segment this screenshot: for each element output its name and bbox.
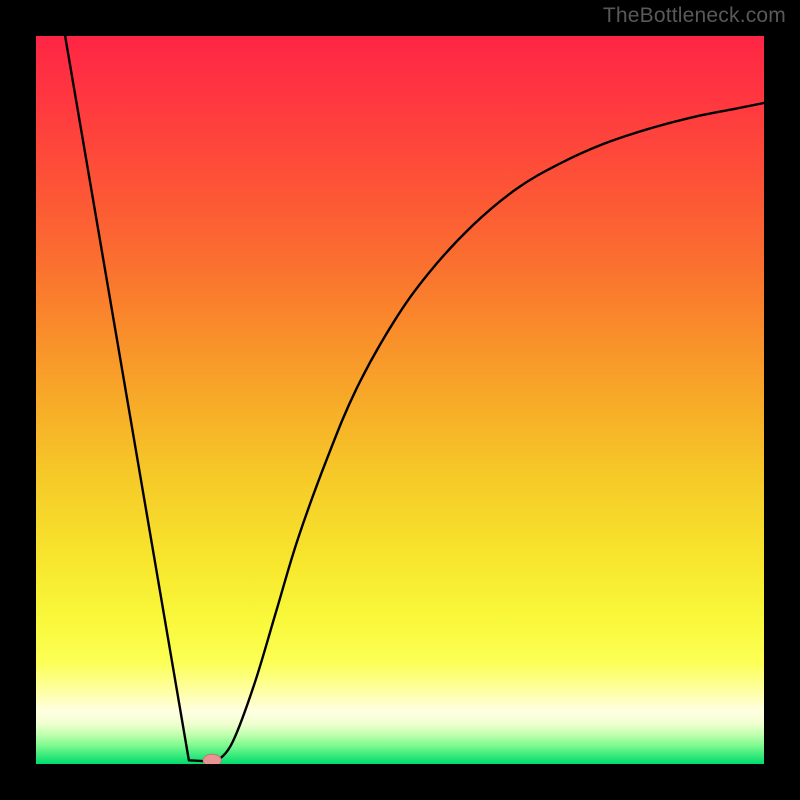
plot-background — [36, 36, 764, 764]
figure-container: TheBottleneck.com — [0, 0, 800, 800]
watermark-label: TheBottleneck.com — [603, 4, 786, 28]
bottleneck-chart — [0, 0, 800, 800]
